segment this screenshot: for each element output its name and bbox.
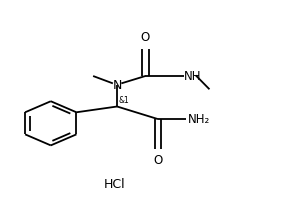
Text: N: N [112,79,122,92]
Text: NH₂: NH₂ [188,113,210,126]
Text: HCl: HCl [103,178,125,191]
Text: O: O [153,154,163,167]
Text: NH: NH [184,69,202,82]
Text: O: O [141,32,150,45]
Text: &1: &1 [119,96,129,105]
